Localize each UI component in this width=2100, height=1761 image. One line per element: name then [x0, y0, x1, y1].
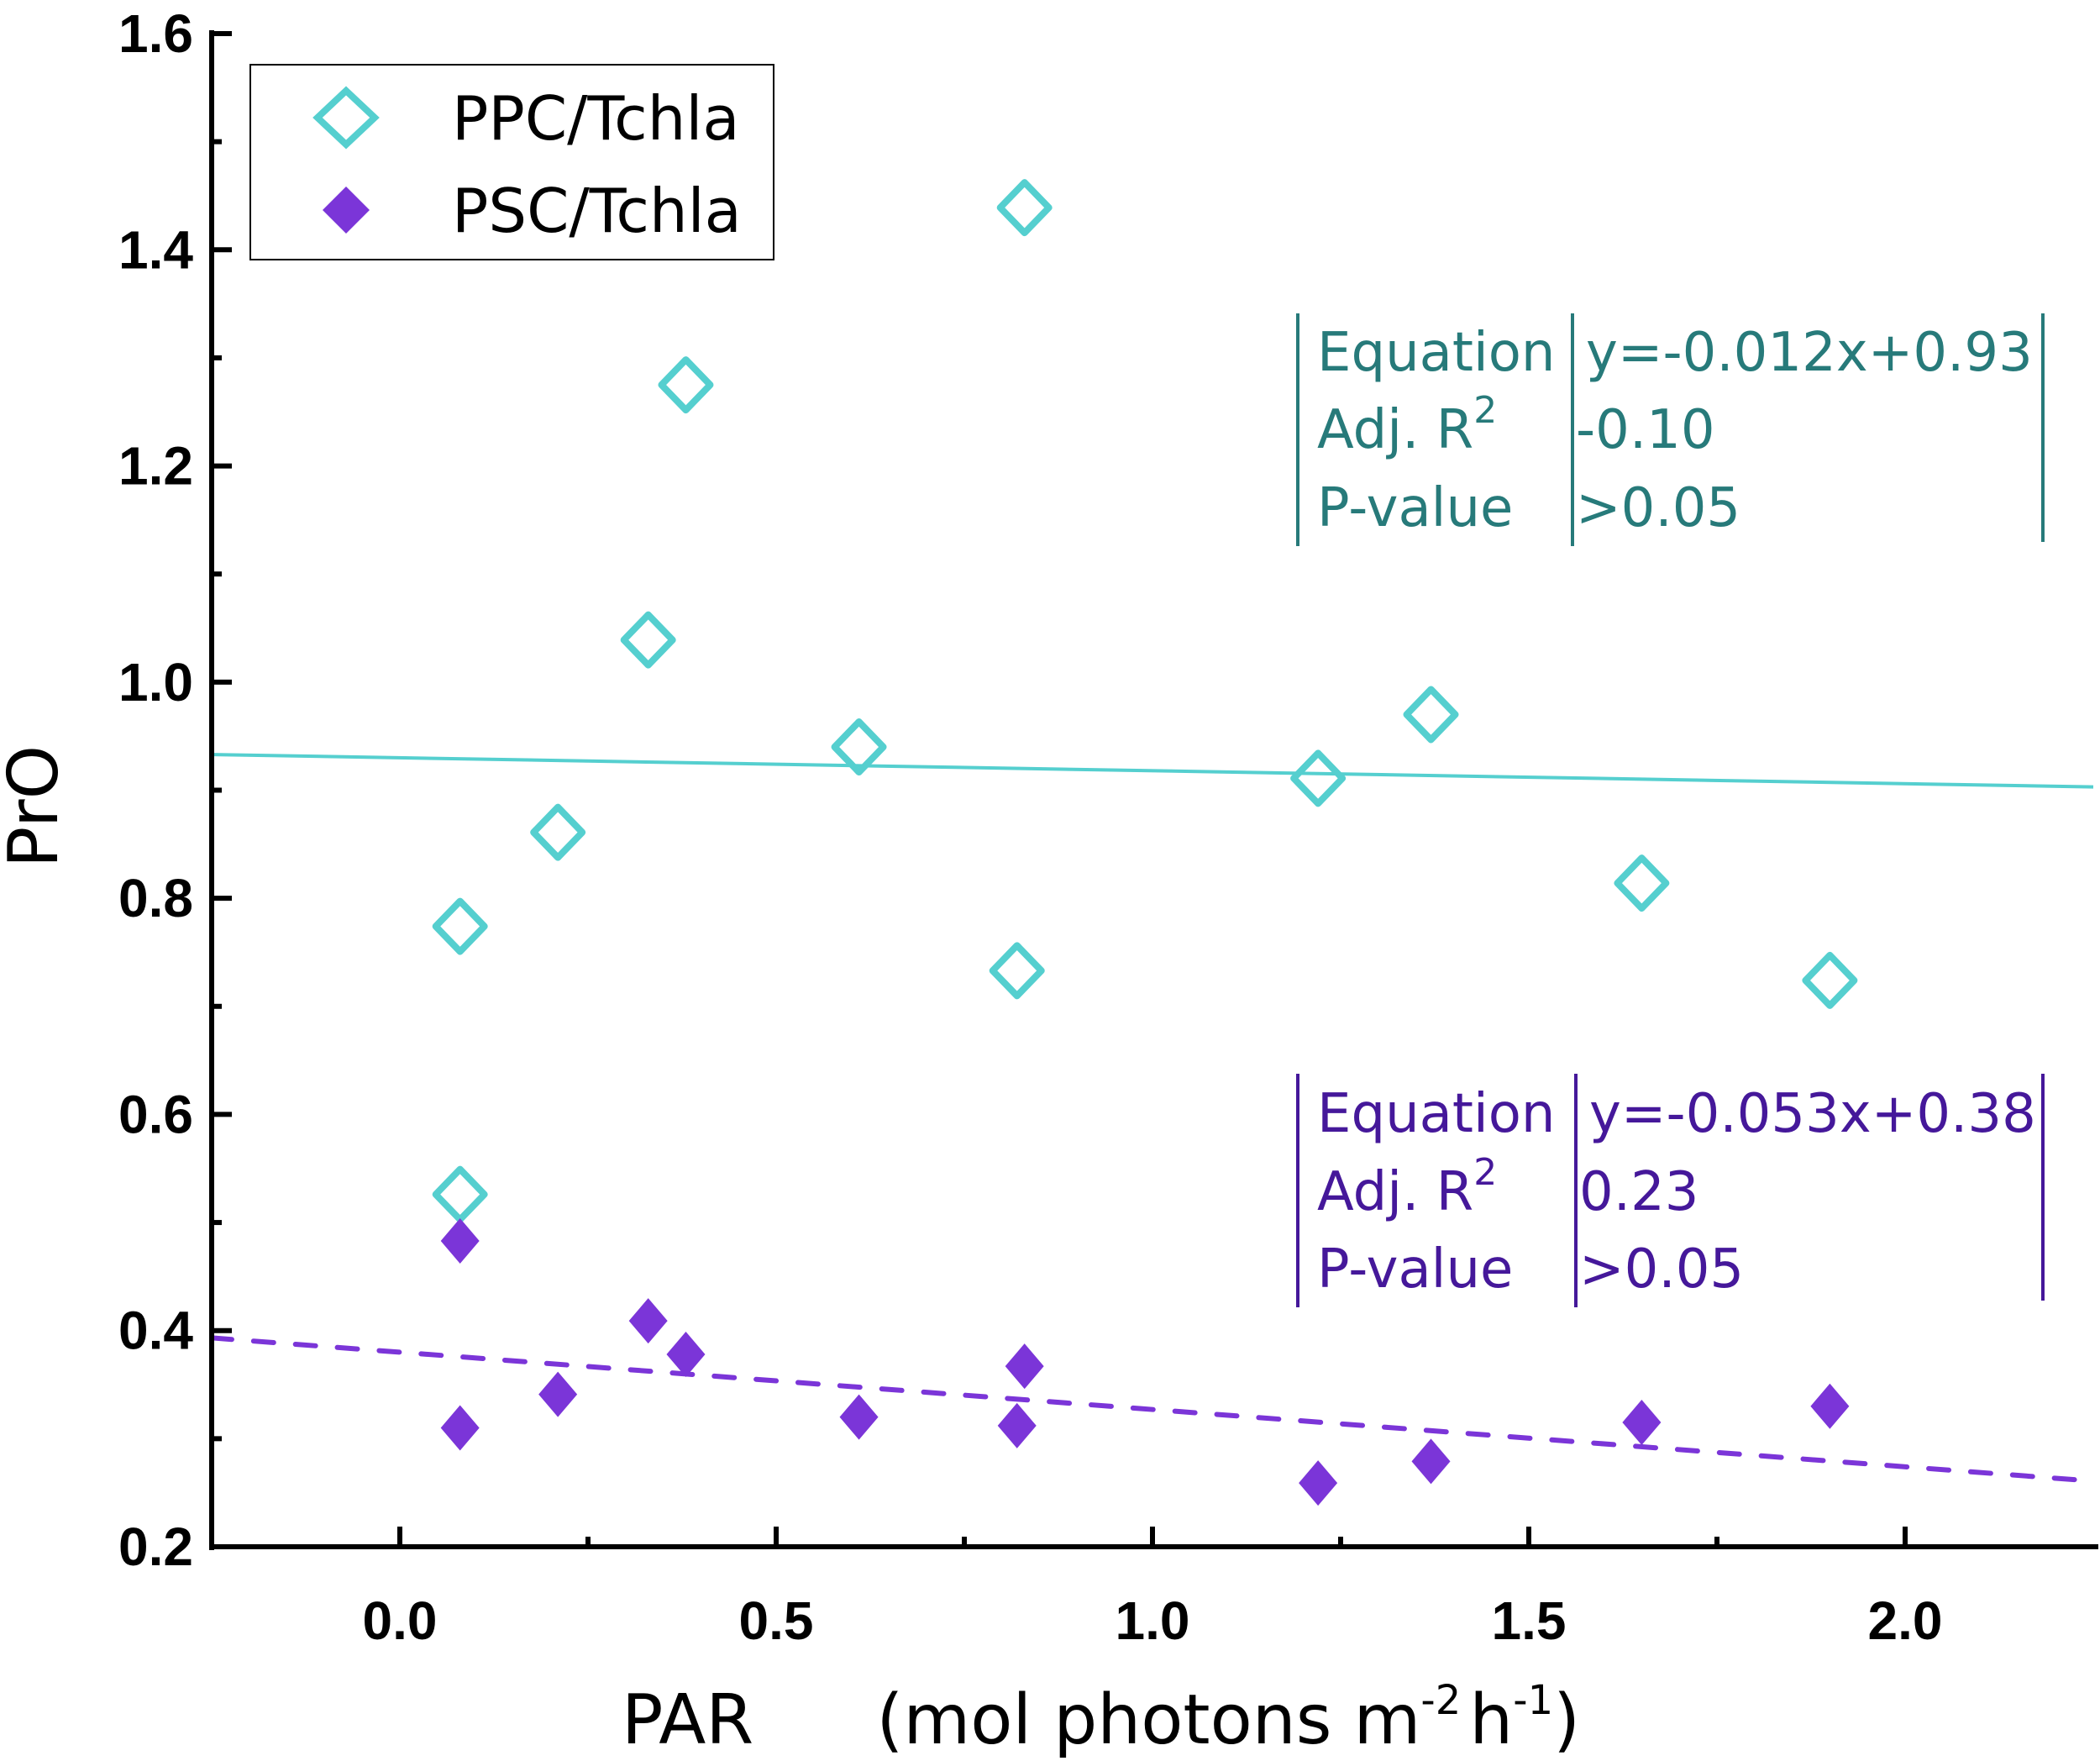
ppc-point [620, 611, 676, 669]
stats-box-ppc: Equation y=-0.012x+0.93 Adj. R2 -0.10 P-… [1296, 313, 2045, 546]
fit-lines [209, 753, 2096, 1484]
psc-point [1411, 1438, 1451, 1485]
ppc-point [989, 942, 1045, 1000]
y-tick-label: 0.4 [118, 1301, 193, 1361]
ppc-point [1802, 951, 1858, 1009]
fit-line-psc [209, 1335, 2096, 1484]
y-tick-label: 0.8 [118, 868, 193, 928]
psc-point [1622, 1400, 1662, 1446]
ppc-point [1403, 686, 1459, 744]
x-tick-label: 2.0 [1868, 1590, 1943, 1651]
stat-label: Adj. R2 [1317, 1151, 1497, 1223]
ppc-point [1614, 854, 1670, 912]
psc-point [440, 1405, 480, 1451]
stat-equation: y=-0.053x+0.38 [1589, 1083, 2036, 1145]
x-tick-label: 1.0 [1116, 1590, 1190, 1651]
y-tick-label: 1.2 [118, 436, 193, 497]
psc-point [440, 1217, 480, 1264]
y-tick-label: 0.2 [118, 1517, 193, 1577]
y-tick-label: 1.0 [118, 652, 193, 712]
y-tick-label: 1.6 [118, 3, 193, 64]
x-tick-label: 1.5 [1492, 1590, 1567, 1651]
stats-box-psc: Equation y=-0.053x+0.38 Adj. R2 0.23 P-v… [1296, 1074, 2045, 1307]
stat-p: >0.05 [1576, 477, 1740, 539]
legend: PPC/Tchla PSC/Tchla [249, 64, 774, 260]
psc-point [839, 1394, 879, 1440]
ppc-point [996, 179, 1053, 237]
ppc-point [432, 897, 488, 955]
stat-label: P-value [1317, 1238, 1513, 1301]
ppc-point [658, 356, 714, 414]
axes: 0.0 0.5 1.0 1.5 2.0 0.2 0.4 0.6 0.8 1.0 1.2 1.4 1.6 [118, 3, 2098, 1651]
stat-label: Adj. R2 [1317, 389, 1497, 461]
x-axis-unit: (mol photons m [876, 1680, 1420, 1760]
psc-point [1810, 1383, 1850, 1429]
x-axis-unit-sup: -1 [1513, 1677, 1553, 1724]
x-axis-label: PAR [622, 1680, 753, 1760]
stat-label: Equation [1317, 322, 1555, 384]
stat-p: >0.05 [1579, 1238, 1744, 1301]
x-tick-label: 0.0 [363, 1590, 438, 1651]
x-axis-unit-sup: -2 [1420, 1677, 1461, 1724]
x-tick-label: 0.5 [739, 1590, 814, 1651]
psc-point [997, 1402, 1037, 1448]
x-axis-unit: h [1469, 1680, 1513, 1760]
psc-point [538, 1371, 578, 1417]
ppc-point [1290, 749, 1347, 807]
ppc-point [432, 1165, 488, 1223]
psc-point [666, 1332, 706, 1378]
x-axis-unit: ) [1553, 1680, 1580, 1760]
ppc-point [831, 718, 887, 776]
legend-open-diamond-icon [312, 86, 380, 150]
x-axis-title: PAR (mol photons m-2 h-1) [622, 1677, 1580, 1760]
y-tick-label: 0.6 [118, 1084, 193, 1144]
stat-equation: y=-0.012x+0.93 [1586, 322, 2033, 384]
data-points [432, 179, 1858, 1506]
legend-filled-diamond-icon [323, 187, 370, 234]
stat-label: P-value [1317, 477, 1513, 539]
stat-r2: 0.23 [1579, 1161, 1699, 1223]
y-axis-title: PrO [0, 745, 74, 868]
stat-r2: -0.10 [1576, 399, 1715, 461]
y-tick-label: 1.4 [118, 219, 193, 280]
legend-label-ppc: PPC/Tchla [452, 83, 739, 154]
psc-point [628, 1298, 668, 1344]
psc-point [1005, 1343, 1044, 1390]
stat-label: Equation [1317, 1083, 1555, 1145]
psc-point [1299, 1460, 1338, 1506]
ppc-point [530, 803, 586, 861]
fit-line-ppc [211, 753, 2094, 789]
legend-label-psc: PSC/Tchla [452, 176, 742, 246]
